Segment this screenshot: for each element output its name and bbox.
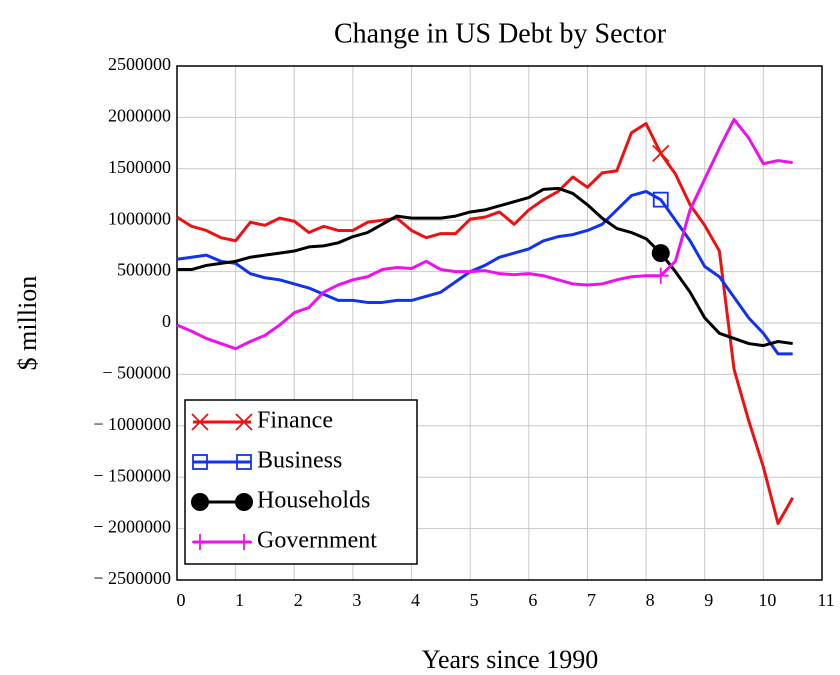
marker [235, 413, 253, 431]
marker-shape [236, 534, 252, 550]
x-tick-label: 11 [817, 590, 834, 610]
y-tick-label: − 1500000 [93, 465, 171, 485]
y-tick-label: 2500000 [108, 54, 171, 74]
y-tick-label: − 500000 [102, 363, 171, 383]
series-line [176, 189, 793, 356]
legend-label: Households [257, 488, 370, 514]
marker-shape [235, 493, 253, 511]
marker [651, 244, 670, 263]
legend-label: Government [257, 528, 377, 554]
x-tick-label: 0 [177, 590, 186, 610]
marker [235, 493, 253, 511]
series-line [177, 186, 793, 348]
marker [236, 534, 252, 550]
marker-shape [651, 244, 670, 263]
y-tick-label: 1000000 [108, 208, 171, 228]
marker-shape [235, 413, 253, 431]
series-line [176, 117, 793, 351]
x-tick-label: 4 [411, 590, 420, 610]
x-tick-label: 9 [704, 590, 713, 610]
marker-shape [652, 144, 670, 163]
marker [652, 191, 669, 208]
marker [192, 534, 208, 550]
y-tick-label: − 1000000 [93, 414, 171, 434]
x-tick-label: 3 [352, 590, 361, 610]
marker [191, 493, 209, 511]
x-tick-label: 8 [646, 590, 655, 610]
y-tick-label: − 2500000 [93, 568, 171, 588]
marker-shape [192, 454, 208, 470]
x-tick-label: 6 [528, 590, 537, 610]
y-tick-label: 500000 [117, 260, 171, 280]
y-tick-label: 0 [162, 311, 171, 331]
y-axis-label: $ million [13, 276, 42, 371]
chart-title: Change in US Debt by Sector [334, 18, 667, 49]
marker-shape [191, 413, 209, 431]
marker-shape [652, 191, 669, 208]
marker [652, 267, 669, 284]
x-tick-label: 10 [758, 590, 776, 610]
marker [236, 454, 252, 470]
legend-label: Business [257, 448, 342, 474]
y-tick-label: 2000000 [108, 106, 171, 126]
marker-shape [191, 493, 209, 511]
series-line [176, 122, 794, 525]
x-tick-label: 7 [587, 590, 596, 610]
marker-shape [192, 534, 208, 550]
marker [652, 144, 670, 163]
marker [191, 413, 209, 431]
x-tick-label: 5 [470, 590, 479, 610]
marker-shape [652, 267, 669, 284]
marker [192, 454, 208, 470]
legend-label: Finance [257, 408, 333, 434]
y-tick-label: − 2000000 [93, 517, 171, 537]
marker-shape [236, 454, 252, 470]
x-tick-label: 1 [235, 590, 244, 610]
legend-box [184, 399, 418, 565]
plot-border [176, 65, 823, 581]
x-tick-label: 2 [294, 590, 303, 610]
y-tick-label: 1500000 [108, 157, 171, 177]
x-axis-label: Years since 1990 [422, 645, 598, 674]
